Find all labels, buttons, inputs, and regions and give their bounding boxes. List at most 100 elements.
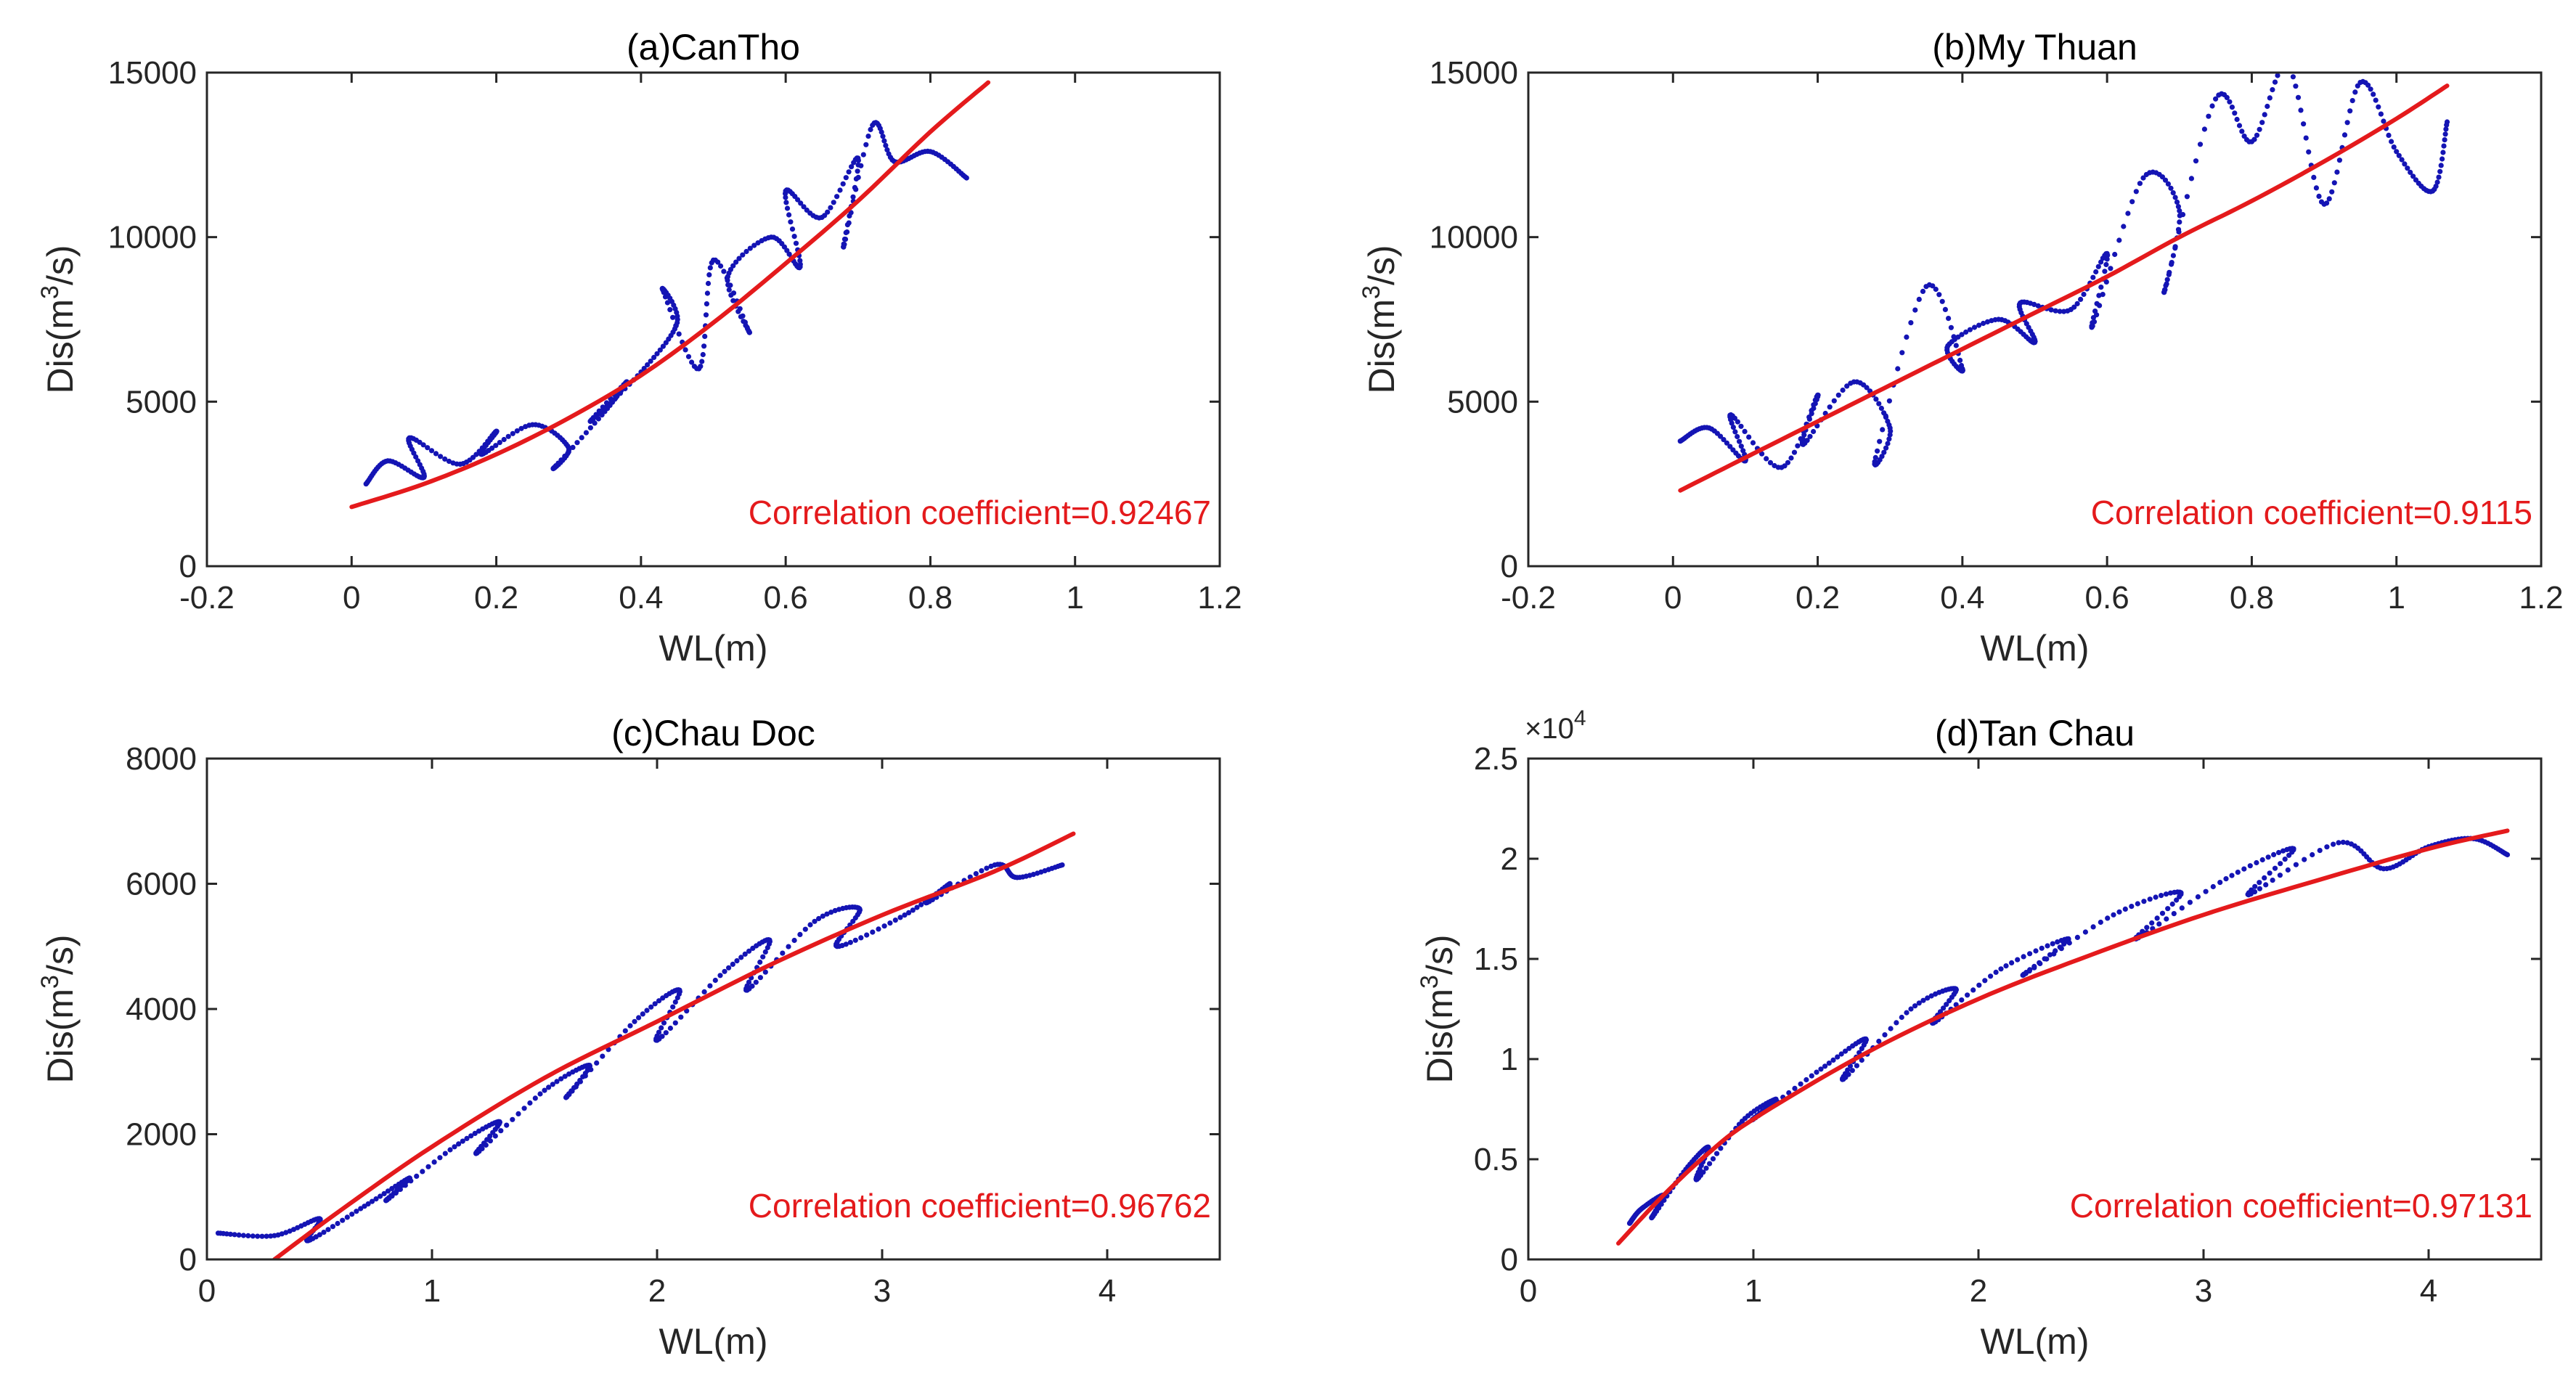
data-point [670, 314, 676, 320]
data-point [657, 347, 663, 353]
data-point [1883, 445, 1889, 451]
data-point [783, 200, 789, 205]
panel-my-thuan: -0.2 0 0.2 0.4 0.6 0.8 1 1.2050001000015000(b)M… [1358, 27, 2564, 669]
data-point [1785, 459, 1791, 465]
data-point [498, 1128, 504, 1134]
data-point [521, 1106, 527, 1111]
data-point [2172, 245, 2178, 251]
data-point [378, 1193, 383, 1199]
data-point [662, 294, 669, 300]
data-point [2376, 104, 2381, 110]
data-point [1878, 405, 1884, 412]
data-point [757, 959, 763, 965]
data-point [2177, 208, 2182, 213]
data-point [1806, 416, 1812, 422]
data-point [2168, 890, 2174, 896]
y-tick-label: 2.5 [1474, 741, 1518, 777]
data-point [1886, 436, 1892, 442]
x-axis-label: WL(m) [659, 628, 768, 669]
data-point [2078, 296, 2084, 302]
data-point [2074, 934, 2080, 940]
data-point [2165, 181, 2171, 187]
y-tick-label: 2000 [126, 1117, 197, 1153]
data-point [446, 458, 452, 465]
data-point [825, 209, 831, 215]
data-point [2373, 97, 2379, 103]
data-point [1846, 1071, 1851, 1077]
data-point [2061, 941, 2067, 947]
data-point [648, 1004, 654, 1010]
data-point [2254, 132, 2260, 138]
data-point [727, 266, 734, 272]
data-point [1912, 307, 1918, 313]
data-point [2159, 910, 2166, 916]
data-point [852, 937, 858, 943]
x-tick-label: 2 [648, 1273, 666, 1309]
data-point [707, 983, 713, 989]
data-point [1998, 966, 2004, 972]
data-point [2066, 940, 2072, 946]
data-point [365, 1201, 371, 1207]
data-point [1730, 425, 1736, 430]
data-point [783, 195, 788, 200]
data-point [667, 307, 673, 313]
data-point [397, 1186, 404, 1193]
data-point [2116, 909, 2122, 915]
x-tick-label: 4 [1099, 1273, 1116, 1309]
data-point [604, 404, 610, 409]
data-point [849, 164, 855, 170]
x-tick-label: 0 [343, 580, 360, 616]
data-point [757, 975, 763, 981]
data-point [1803, 1076, 1809, 1083]
data-point [2188, 176, 2194, 181]
data-point [431, 1159, 437, 1165]
data-point [2184, 194, 2190, 200]
data-point [855, 168, 860, 174]
data-point [2197, 142, 2204, 147]
data-point [751, 242, 757, 248]
data-point [703, 312, 709, 318]
data-point [255, 1233, 261, 1239]
x-tick-label: 0.6 [764, 580, 808, 616]
data-point [1967, 327, 1973, 332]
data-point [2257, 126, 2262, 132]
data-point [2058, 946, 2064, 952]
data-point [2408, 169, 2413, 175]
data-point [582, 1073, 588, 1079]
data-point [765, 944, 770, 951]
data-point [2257, 880, 2262, 886]
data-point [2347, 108, 2353, 114]
data-point [1782, 463, 1788, 469]
data-point [2252, 883, 2258, 889]
y-tick-label: 2 [1501, 841, 1518, 877]
data-point [2044, 956, 2050, 962]
data-point [644, 1008, 650, 1013]
data-point [2236, 123, 2243, 128]
data-point [712, 977, 718, 984]
data-point [1908, 320, 1914, 326]
data-point [802, 926, 808, 932]
x-tick-label: 0.4 [1940, 580, 1984, 616]
data-point [2033, 948, 2039, 954]
data-point [415, 458, 421, 464]
data-point [1835, 1054, 1841, 1060]
y-tick-label: 15000 [1430, 55, 1518, 91]
data-point [1877, 438, 1883, 444]
y-axis-label-unit: /s) [40, 245, 81, 286]
y-tick-label: 1.5 [1474, 941, 1518, 977]
y-tick-label: 5000 [126, 384, 197, 420]
data-point [1988, 973, 1994, 979]
panel-cantho: -0.2 0 0.2 0.4 0.6 0.8 1 1.2050001000015000(a)C… [36, 27, 1242, 669]
data-point [2141, 899, 2147, 904]
data-point [2170, 190, 2176, 196]
data-point [250, 1233, 256, 1239]
data-point [1732, 429, 1738, 435]
data-point [689, 359, 695, 365]
data-point [2259, 857, 2265, 863]
data-point [2195, 894, 2201, 900]
data-point [2326, 196, 2332, 202]
data-point [1908, 1006, 1914, 1012]
data-point [2251, 889, 2258, 895]
plot-area [215, 831, 1076, 1259]
data-point [518, 425, 524, 431]
